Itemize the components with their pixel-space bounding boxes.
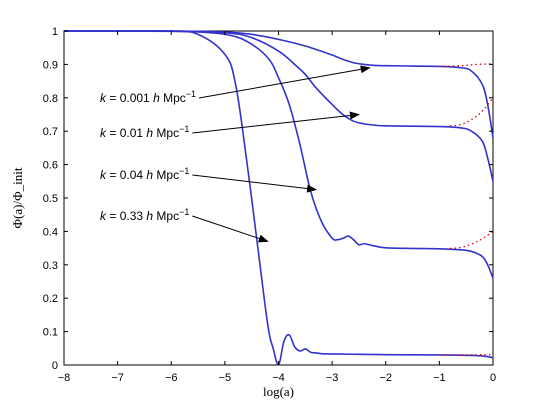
annotation-group: k = 0.001 h Mpc−1k = 0.01 h Mpc−1k = 0.0… bbox=[100, 65, 371, 243]
annotation-part: 0.33 bbox=[120, 209, 144, 223]
annotation-part: = bbox=[106, 209, 120, 223]
annotation-part: k bbox=[100, 91, 107, 105]
x-axis-title: log(a) bbox=[263, 384, 294, 399]
annotation-part: Mpc bbox=[156, 209, 179, 223]
annotation-part: k bbox=[100, 209, 107, 223]
annotation-exponent: −1 bbox=[179, 124, 189, 134]
x-tick-label: −6 bbox=[165, 372, 178, 384]
annotation-part: Mpc bbox=[156, 168, 179, 182]
x-tick-label: −1 bbox=[433, 372, 446, 384]
annotation-label: k = 0.04 h Mpc−1 bbox=[100, 166, 189, 182]
annotation-label: k = 0.001 h Mpc−1 bbox=[100, 89, 196, 105]
annotation-part: h bbox=[153, 91, 160, 105]
annotation-part: = bbox=[106, 91, 120, 105]
annotation-part: h bbox=[146, 209, 153, 223]
y-tick-label: 0.8 bbox=[43, 93, 58, 105]
annotation-part: k bbox=[100, 168, 107, 182]
solid-series-line bbox=[64, 30, 494, 182]
y-tick-label: 0.1 bbox=[43, 327, 58, 339]
y-tick-label: 0.4 bbox=[43, 226, 58, 238]
annotation-part: Mpc bbox=[163, 91, 186, 105]
annotation-exponent: −1 bbox=[179, 166, 189, 176]
y-tick-label: 0.7 bbox=[43, 126, 58, 138]
annotation-part: 0.04 bbox=[120, 168, 144, 182]
y-tick-label: 0.2 bbox=[43, 293, 58, 305]
solid-series-line bbox=[64, 30, 494, 139]
annotation-part: k bbox=[100, 126, 107, 140]
solid-series-line bbox=[63, 30, 494, 366]
annotation-label: k = 0.33 h Mpc−1 bbox=[100, 207, 189, 223]
y-tick-label: 0 bbox=[52, 360, 58, 372]
tick-group: −8 −7 −6 −5 −4 −3 −2 −1 0 0 0.1 0.2 0.3 0.4 0.5 0.6 0.7 0… bbox=[43, 26, 496, 384]
y-tick-label: 0.5 bbox=[43, 193, 58, 205]
dotted-series-line bbox=[450, 97, 494, 127]
annotation-arrow bbox=[198, 65, 371, 99]
x-tick-label: −5 bbox=[219, 372, 232, 384]
annotation-part: h bbox=[146, 126, 153, 140]
solid-series-line bbox=[64, 30, 494, 279]
y-tick-label: 0.9 bbox=[43, 59, 58, 71]
x-tick-label: −4 bbox=[272, 372, 285, 384]
annotation-part: 0.01 bbox=[120, 126, 144, 140]
annotation-part: h bbox=[146, 168, 153, 182]
dotted-series-line bbox=[439, 63, 494, 68]
annotation-exponent: −1 bbox=[179, 207, 189, 217]
x-tick-label: −8 bbox=[58, 372, 71, 384]
annotation-arrow bbox=[192, 215, 269, 243]
plot-area bbox=[63, 30, 494, 366]
y-tick-label: 0.6 bbox=[43, 160, 58, 172]
x-tick-label: −2 bbox=[379, 372, 392, 384]
annotation-part: = bbox=[106, 126, 120, 140]
x-tick-label: −3 bbox=[326, 372, 339, 384]
annotation-label: k = 0.01 h Mpc−1 bbox=[100, 124, 189, 140]
annotation-arrow bbox=[192, 174, 318, 193]
series-group bbox=[63, 30, 494, 366]
annotation-part: = bbox=[106, 168, 120, 182]
annotation-part: Mpc bbox=[156, 126, 179, 140]
y-tick-label: 0.3 bbox=[43, 260, 58, 272]
x-tick-label: −7 bbox=[111, 372, 124, 384]
x-tick-label: 0 bbox=[490, 372, 496, 384]
annotation-part: 0.001 bbox=[120, 91, 150, 105]
y-axis-title: Φ(a)/Φ_init bbox=[10, 167, 25, 228]
annotation-arrow bbox=[192, 111, 360, 134]
annotation-exponent: −1 bbox=[186, 89, 196, 99]
y-tick-label: 1 bbox=[52, 26, 58, 38]
